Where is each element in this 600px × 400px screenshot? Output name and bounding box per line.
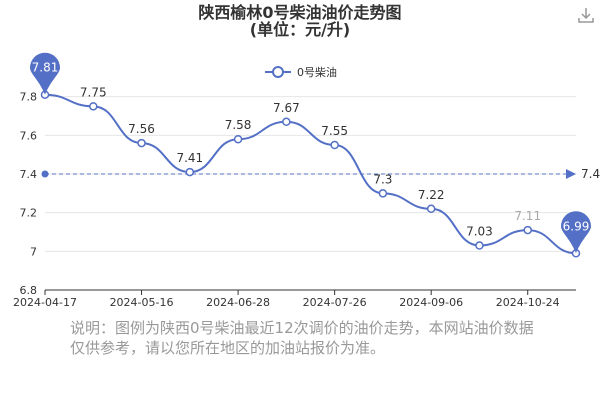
x-tick-label: 2024-10-24 [496,296,560,309]
data-point [523,225,532,235]
data-label: 7.22 [418,188,445,202]
x-tick-label: 2024-06-28 [206,296,270,309]
data-point [185,167,195,177]
data-point [89,102,98,111]
download-icon[interactable] [577,6,595,24]
chart-title: 陕西榆林0号柴油油价走势图 [198,3,402,22]
data-point [330,140,339,150]
y-tick-label: 7.4 [20,168,38,181]
x-tick-label: 2024-07-26 [303,296,367,309]
chart-note: 说明：图例为陕西0号柴油最近12次调价的油价走势，本网站油价数据仅供参考，请以您… [70,319,534,357]
y-tick-label: 7 [30,245,37,258]
y-tick-label: 6.8 [20,284,38,297]
data-label: 7.75 [80,85,107,99]
x-tick-label: 2024-09-06 [399,296,463,309]
average-arrow [566,169,576,179]
x-tick-label: 2024-04-17 [13,296,77,309]
min-marker-label: 6.99 [563,219,590,233]
data-label: 7.41 [176,151,203,165]
data-label: 7.03 [466,225,493,239]
y-tick-label: 7.2 [20,207,38,220]
legend-label: 0号柴油 [297,65,337,79]
data-label: 7.11 [514,209,541,223]
data-point [282,117,291,127]
data-label: 7.67 [273,101,300,115]
data-point [137,138,146,148]
chart-subtitle: (单位：元/升) [249,20,351,39]
data-label: 7.58 [225,118,252,132]
y-tick-label: 7.8 [20,91,38,104]
legend-marker [272,66,284,78]
data-point [233,134,243,144]
max-marker [30,52,60,95]
min-marker [561,211,591,254]
data-point [475,241,484,250]
average-label: 7.4 [581,167,600,181]
data-label: 7.55 [321,124,348,138]
y-tick-label: 7.6 [20,129,38,142]
data-label: 7.3 [373,172,392,186]
data-label: 7.56 [128,122,155,136]
average-start-marker [41,170,49,178]
data-point [378,189,388,198]
max-marker-label: 7.81 [32,61,59,75]
x-tick-label: 2024-05-16 [110,296,174,309]
data-point [426,204,436,214]
